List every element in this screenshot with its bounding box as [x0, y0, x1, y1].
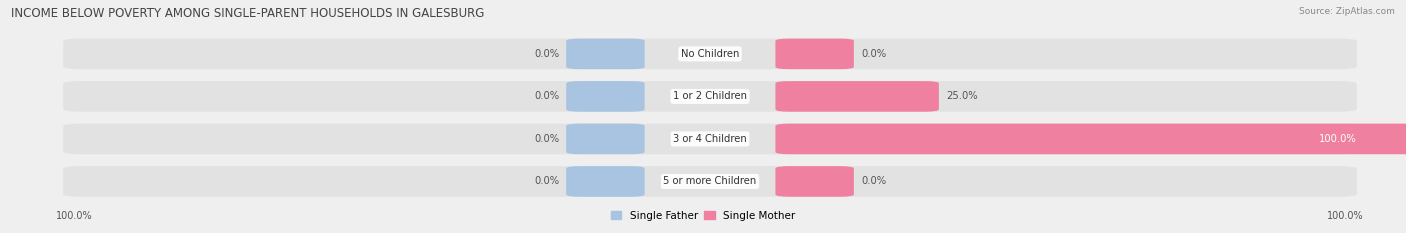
Text: Source: ZipAtlas.com: Source: ZipAtlas.com: [1299, 7, 1395, 16]
Text: 1 or 2 Children: 1 or 2 Children: [673, 91, 747, 101]
FancyBboxPatch shape: [63, 124, 1357, 154]
FancyBboxPatch shape: [776, 124, 1406, 154]
FancyBboxPatch shape: [776, 166, 853, 197]
Text: 0.0%: 0.0%: [534, 134, 560, 144]
Text: 100.0%: 100.0%: [1327, 211, 1364, 220]
FancyBboxPatch shape: [63, 39, 1357, 69]
Text: 100.0%: 100.0%: [1319, 134, 1357, 144]
Text: 0.0%: 0.0%: [860, 49, 886, 59]
Text: 0.0%: 0.0%: [534, 176, 560, 186]
FancyBboxPatch shape: [567, 39, 644, 69]
Text: 0.0%: 0.0%: [860, 176, 886, 186]
FancyBboxPatch shape: [567, 124, 644, 154]
Text: No Children: No Children: [681, 49, 740, 59]
FancyBboxPatch shape: [63, 166, 1357, 197]
Text: 5 or more Children: 5 or more Children: [664, 176, 756, 186]
Text: 25.0%: 25.0%: [946, 91, 977, 101]
Text: 100.0%: 100.0%: [56, 211, 93, 220]
FancyBboxPatch shape: [567, 81, 644, 112]
Text: INCOME BELOW POVERTY AMONG SINGLE-PARENT HOUSEHOLDS IN GALESBURG: INCOME BELOW POVERTY AMONG SINGLE-PARENT…: [11, 7, 485, 20]
FancyBboxPatch shape: [776, 39, 853, 69]
FancyBboxPatch shape: [63, 81, 1357, 112]
Text: 3 or 4 Children: 3 or 4 Children: [673, 134, 747, 144]
Legend: Single Father, Single Mother: Single Father, Single Mother: [610, 211, 796, 220]
FancyBboxPatch shape: [567, 166, 644, 197]
Text: 0.0%: 0.0%: [534, 91, 560, 101]
FancyBboxPatch shape: [776, 81, 939, 112]
Text: 0.0%: 0.0%: [534, 49, 560, 59]
